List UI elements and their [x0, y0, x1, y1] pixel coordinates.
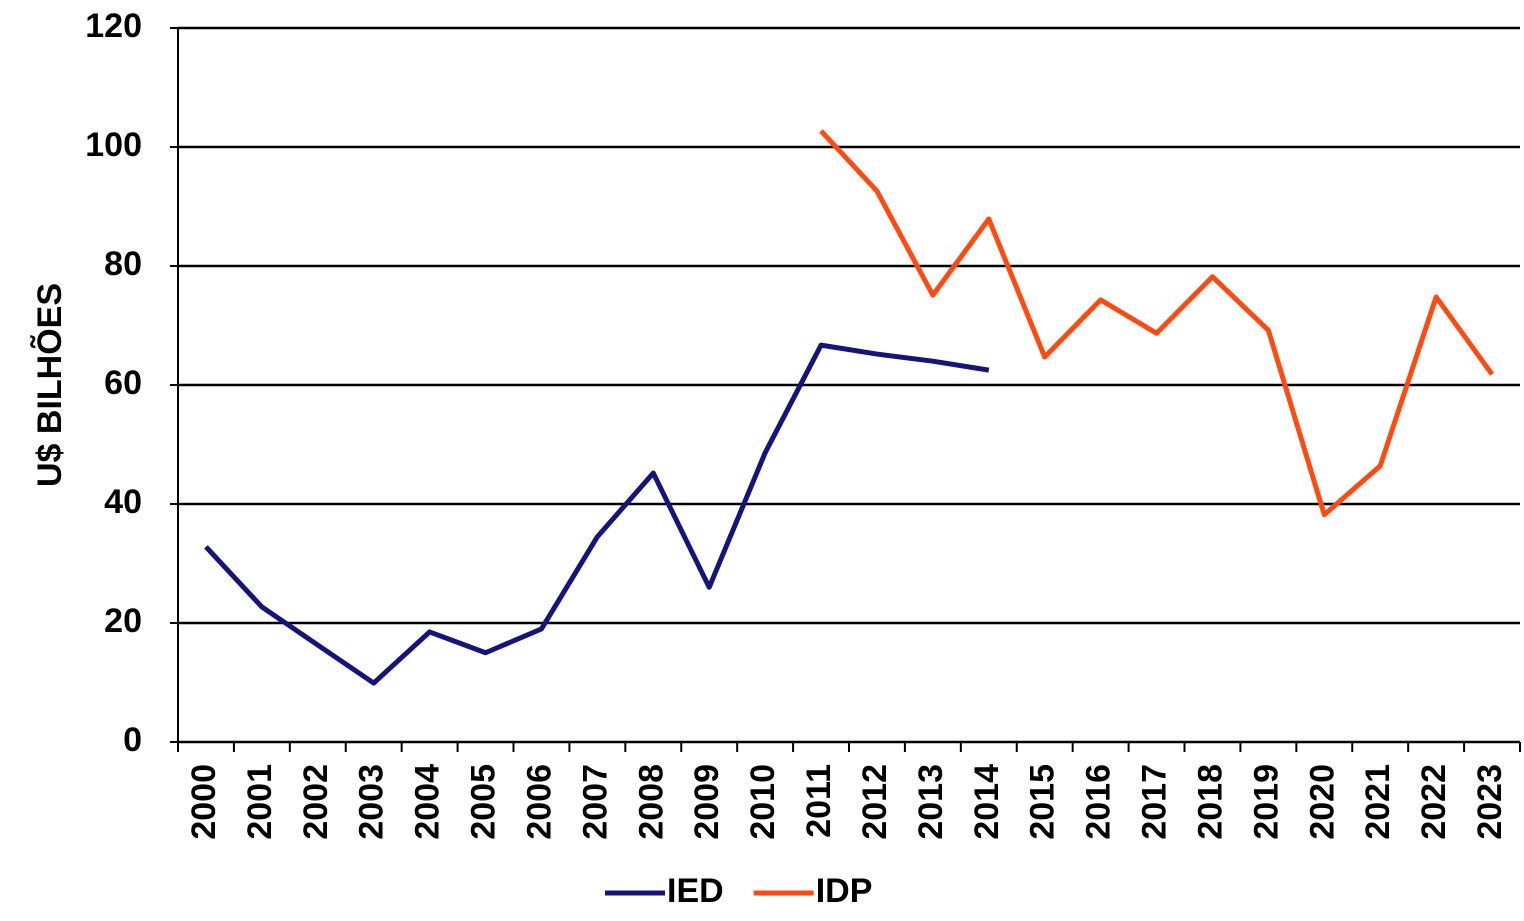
x-tick-label: 2007	[576, 764, 614, 840]
x-tick-label: 2015	[1024, 764, 1062, 840]
legend-label: IDP	[816, 872, 873, 910]
x-tick-label: 2019	[1247, 764, 1285, 840]
x-tick-label: 2004	[409, 764, 447, 840]
x-tick-label: 2002	[297, 764, 335, 840]
y-tick-label: 80	[104, 245, 142, 283]
x-tick-label: 2017	[1136, 764, 1174, 840]
x-tick-label: 2016	[1080, 764, 1118, 840]
y-tick-label: 100	[85, 126, 142, 164]
y-tick-label: 120	[85, 7, 142, 45]
x-tick-label: 2003	[353, 764, 391, 840]
x-tick-label: 2012	[856, 764, 894, 840]
series-line	[819, 129, 1495, 518]
x-tick-label: 2021	[1359, 764, 1397, 840]
x-tick-label: 2009	[688, 764, 726, 840]
x-tick-label: 2013	[912, 764, 950, 840]
y-tick-label: 20	[104, 602, 142, 640]
y-tick-label: 40	[104, 483, 142, 521]
x-tick-label: 2010	[744, 764, 782, 840]
x-tick-label: 2000	[185, 764, 223, 840]
x-tick-label: 2011	[800, 764, 838, 838]
x-tick-label: 2005	[465, 764, 503, 840]
x-tick-label: 2023	[1471, 764, 1509, 840]
x-tick-label: 2020	[1303, 764, 1341, 840]
series-line	[204, 342, 990, 686]
y-tick-label: 60	[104, 364, 142, 402]
x-tick-label: 2008	[632, 764, 670, 840]
x-tick-label: 2014	[968, 764, 1006, 840]
legend-label: IED	[667, 872, 724, 910]
x-tick-label: 2018	[1191, 764, 1229, 840]
x-tick-label: 2006	[520, 764, 558, 840]
x-tick-label: 2001	[241, 764, 279, 840]
y-axis-label: U$ BILHÕES	[31, 283, 69, 487]
x-tick-label: 2022	[1415, 764, 1453, 840]
y-tick-label: 0	[123, 721, 142, 759]
